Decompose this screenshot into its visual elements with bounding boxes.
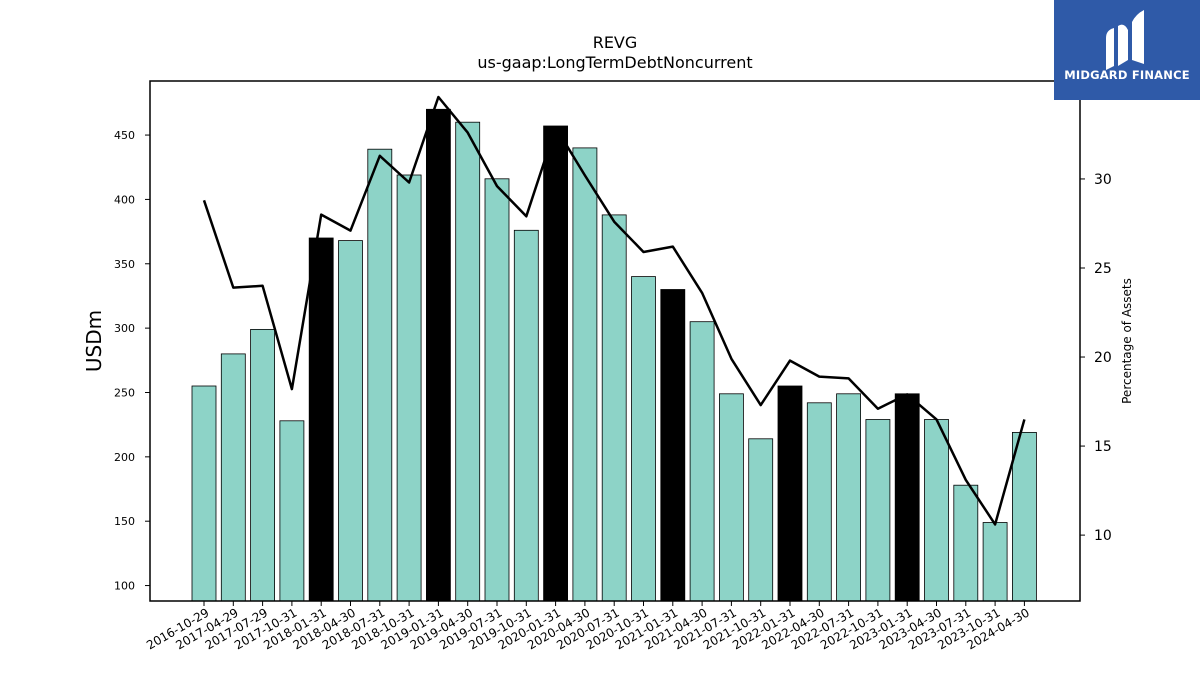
bar — [220, 353, 246, 602]
bar — [455, 121, 481, 602]
bar — [572, 147, 598, 602]
y-tick-label: 250 — [114, 386, 135, 399]
series-line — [202, 95, 1026, 526]
bar — [894, 393, 920, 602]
bar — [1012, 431, 1037, 602]
bar — [250, 328, 276, 602]
plot-frame — [149, 80, 1081, 602]
y2-tick-label: 10 — [1094, 528, 1112, 544]
bar — [367, 148, 393, 602]
bar — [484, 178, 510, 602]
bar — [982, 522, 1008, 602]
y-tick-label: 300 — [114, 322, 135, 335]
bar — [836, 393, 861, 602]
bar — [631, 276, 656, 602]
y-axis-label: USDm — [82, 310, 106, 372]
y2-tick-label: 30 — [1094, 172, 1112, 188]
bar — [601, 214, 627, 602]
y-tick-label: 200 — [114, 451, 135, 464]
y2-tick-label: 15 — [1094, 439, 1112, 455]
y-tick-label: 450 — [114, 129, 135, 142]
bar — [338, 240, 363, 602]
bar — [425, 108, 451, 602]
bar — [719, 393, 744, 602]
bar — [279, 420, 305, 602]
bar — [513, 229, 539, 602]
bar — [308, 237, 334, 602]
y-tick-label: 400 — [114, 193, 135, 206]
y-tick-label: 100 — [114, 580, 135, 593]
bar — [748, 438, 774, 602]
bar — [396, 174, 422, 602]
chart-subtitle: us-gaap:LongTermDebtNoncurrent — [477, 53, 752, 72]
logo-text: MIDGARD FINANCE — [1064, 68, 1190, 82]
bar — [777, 385, 803, 602]
bar — [543, 125, 568, 602]
y-tick-label: 350 — [114, 258, 135, 271]
chart-title: REVG — [593, 33, 638, 52]
bar — [660, 289, 686, 602]
y2-axis-label: Percentage of Assets — [1120, 278, 1134, 404]
bar — [953, 484, 979, 602]
y2-tick-label: 25 — [1094, 261, 1112, 277]
bar — [924, 419, 949, 602]
midgard-logo-icon — [1106, 10, 1144, 70]
midgard-finance-logo: MIDGARD FINANCE — [1054, 0, 1200, 100]
bar — [689, 321, 715, 602]
bar — [806, 402, 832, 602]
bar — [191, 385, 217, 602]
bar — [865, 419, 891, 602]
y-tick-label: 150 — [114, 515, 135, 528]
y2-tick-label: 20 — [1094, 350, 1112, 366]
